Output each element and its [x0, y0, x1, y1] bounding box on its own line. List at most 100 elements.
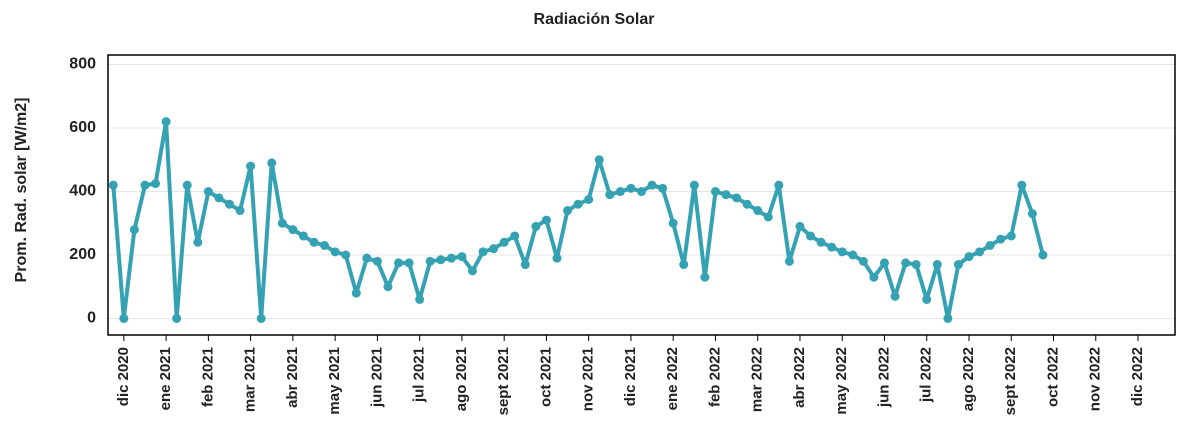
- y-tick-label: 600: [69, 119, 96, 136]
- plot-border: [107, 54, 1176, 336]
- x-tick-label: jul 2022: [918, 347, 935, 403]
- point: [499, 237, 509, 247]
- y-tick-label: 200: [69, 246, 96, 263]
- point: [140, 180, 150, 190]
- point: [541, 215, 551, 225]
- point: [425, 256, 435, 266]
- point: [869, 272, 879, 282]
- point: [911, 260, 921, 270]
- point: [478, 247, 488, 257]
- y-tick-label: 0: [87, 310, 96, 327]
- point: [446, 253, 456, 263]
- point: [309, 237, 319, 247]
- y-axis-label: Prom. Rad. solar [W/m2]: [13, 98, 30, 283]
- point: [668, 218, 678, 228]
- point: [742, 199, 752, 209]
- x-tick-label: ene 2022: [664, 347, 681, 410]
- point: [594, 155, 604, 165]
- point: [531, 221, 541, 231]
- point: [563, 206, 573, 216]
- point: [415, 294, 425, 304]
- point: [320, 240, 330, 250]
- point: [267, 158, 277, 168]
- point: [879, 258, 889, 268]
- point: [298, 231, 308, 241]
- point: [372, 256, 382, 266]
- point: [489, 244, 499, 254]
- point: [277, 218, 287, 228]
- x-tick-label: feb 2021: [199, 347, 216, 407]
- x-tick-label: jul 2021: [411, 347, 428, 403]
- point: [193, 237, 203, 247]
- x-tick-label: sept 2021: [495, 347, 512, 415]
- x-tick-label: ago 2022: [960, 347, 977, 411]
- x-tick-label: ene 2021: [157, 347, 174, 410]
- point: [552, 253, 562, 263]
- point: [901, 258, 911, 268]
- point: [827, 242, 837, 252]
- point: [404, 258, 414, 268]
- point: [858, 256, 868, 266]
- point: [710, 187, 720, 197]
- point: [436, 255, 446, 265]
- point: [795, 221, 805, 231]
- point: [383, 282, 393, 292]
- point: [658, 183, 668, 193]
- y-tick-label: 400: [69, 183, 96, 200]
- point: [647, 180, 657, 190]
- point: [1006, 231, 1016, 241]
- x-tick-label: abr 2022: [791, 347, 808, 408]
- point: [341, 250, 351, 260]
- x-tick-label: sept 2022: [1002, 347, 1019, 415]
- point: [161, 117, 171, 127]
- point: [129, 225, 139, 235]
- point: [848, 250, 858, 260]
- x-tick-label: feb 2022: [706, 347, 723, 407]
- point: [172, 313, 182, 323]
- point: [837, 247, 847, 257]
- point: [182, 180, 192, 190]
- point: [975, 247, 985, 257]
- x-tick-label: dic 2020: [115, 347, 132, 406]
- point: [351, 288, 361, 298]
- x-tick-label: abr 2021: [284, 347, 301, 408]
- x-tick-label: may 2022: [833, 347, 850, 415]
- point: [224, 199, 234, 209]
- point: [732, 193, 742, 203]
- point: [203, 187, 213, 197]
- point: [457, 252, 467, 262]
- point: [890, 291, 900, 301]
- x-tick-label: ago 2021: [453, 347, 470, 411]
- point: [964, 252, 974, 262]
- point: [467, 266, 477, 276]
- point: [615, 187, 625, 197]
- point: [119, 313, 129, 323]
- point: [1017, 180, 1027, 190]
- x-tick-label: oct 2022: [1044, 347, 1061, 407]
- point: [1038, 250, 1048, 260]
- point: [362, 253, 372, 263]
- point: [700, 272, 710, 282]
- point: [689, 180, 699, 190]
- point: [637, 187, 646, 197]
- point: [721, 190, 731, 200]
- point: [510, 231, 520, 241]
- x-tick-label: jun 2021: [368, 347, 385, 408]
- point: [953, 260, 963, 270]
- point: [256, 313, 266, 323]
- point: [679, 260, 689, 270]
- point: [996, 234, 1006, 244]
- point: [584, 194, 594, 204]
- x-tick-label: dic 2021: [622, 347, 639, 406]
- point: [932, 260, 942, 270]
- x-tick-label: dic 2022: [1129, 347, 1146, 406]
- x-tick-label: mar 2022: [749, 347, 766, 412]
- point: [151, 179, 161, 189]
- point: [922, 294, 932, 304]
- point: [763, 212, 773, 222]
- x-tick-label: may 2021: [326, 347, 343, 415]
- point: [108, 180, 118, 190]
- point: [330, 247, 340, 257]
- point: [943, 313, 953, 323]
